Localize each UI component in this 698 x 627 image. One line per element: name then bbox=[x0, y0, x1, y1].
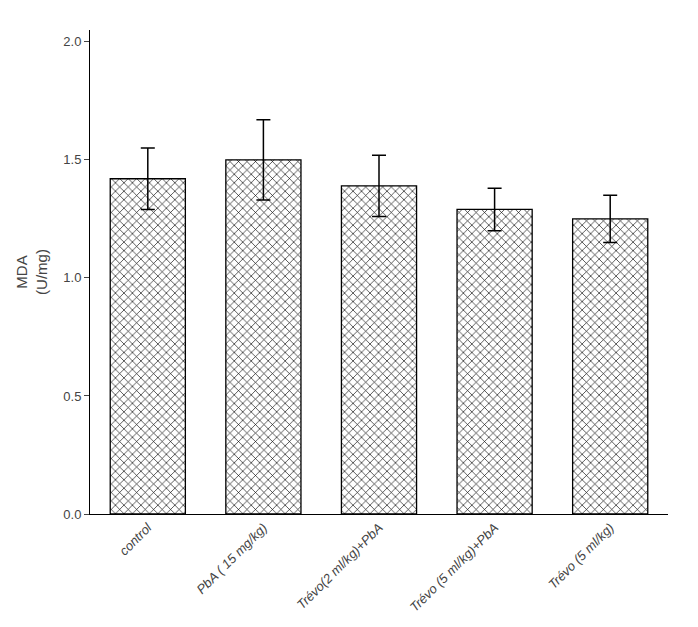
svg-text:2.0: 2.0 bbox=[63, 34, 81, 49]
svg-text:Trévo (5 ml/kg)+PbA: Trévo (5 ml/kg)+PbA bbox=[407, 520, 501, 614]
svg-text:0.5: 0.5 bbox=[63, 389, 81, 404]
svg-text:Trévo(2 ml/kg)+PbA: Trévo(2 ml/kg)+PbA bbox=[294, 520, 386, 612]
svg-text:1.5: 1.5 bbox=[63, 152, 81, 167]
svg-text:Trévo (5 ml/kg): Trévo (5 ml/kg) bbox=[545, 520, 617, 592]
svg-text:1.0: 1.0 bbox=[63, 270, 81, 285]
svg-text:control: control bbox=[116, 519, 155, 558]
svg-text:0.0: 0.0 bbox=[63, 507, 81, 522]
svg-text:PbA ( 15 mg/kg): PbA ( 15 mg/kg) bbox=[193, 520, 270, 597]
svg-text:MDA(U/mg): MDA(U/mg) bbox=[13, 249, 50, 295]
